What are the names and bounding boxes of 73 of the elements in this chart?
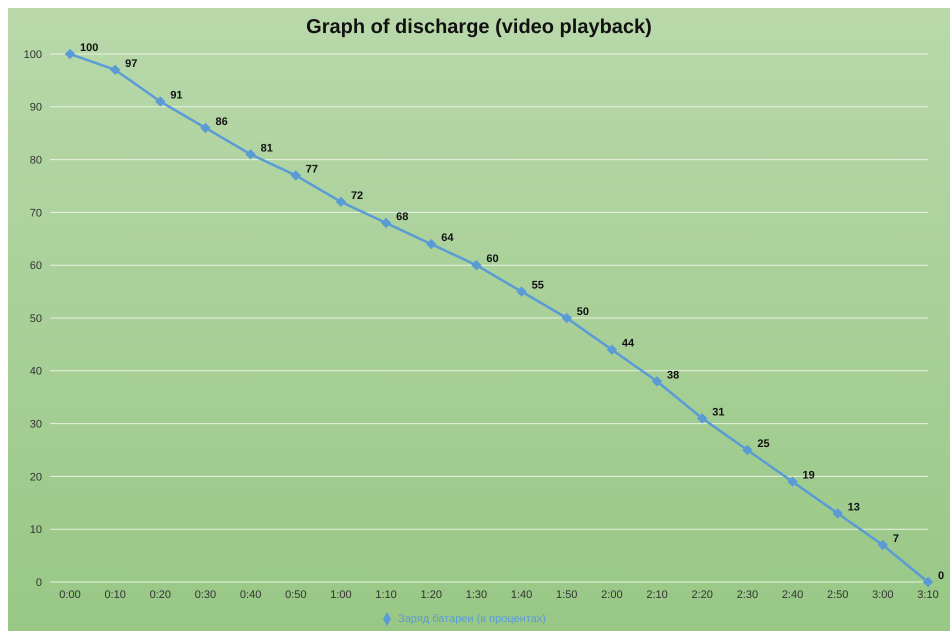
x-tick-label: 3:10	[917, 588, 939, 601]
y-tick-label: 50	[30, 312, 42, 325]
x-tick-label: 1:50	[556, 588, 578, 601]
data-label: 60	[486, 253, 499, 266]
x-tick-label: 1:40	[510, 588, 532, 601]
y-tick-label: 10	[30, 524, 42, 536]
data-label: 31	[712, 406, 724, 418]
x-tick-label: 0:50	[285, 588, 306, 601]
data-label: 13	[848, 501, 860, 514]
point	[697, 413, 708, 424]
point	[65, 49, 75, 59]
x-tick-label: 3:00	[872, 588, 894, 601]
data-label: 25	[757, 438, 770, 450]
x-tick-label: 1:30	[466, 588, 488, 601]
y-tick-label: 0	[36, 576, 42, 589]
x-tick-label: 2:30	[736, 588, 758, 601]
point	[516, 286, 527, 297]
point	[381, 218, 392, 228]
y-tick-label: 30	[30, 418, 42, 431]
data-label: 55	[532, 280, 544, 292]
chart-title: Graph of discharge (video playback)	[305, 15, 653, 40]
x-tick-label: 0:30	[194, 588, 216, 601]
data-label: 44	[622, 338, 636, 350]
data-label: 38	[667, 369, 680, 382]
data-label: 81	[260, 142, 273, 154]
data-label: 64	[441, 232, 454, 244]
x-tick-label: 2:40	[782, 588, 804, 601]
point	[471, 260, 482, 270]
y-tick-label: 100	[24, 48, 42, 61]
x-tick-label: 0:00	[59, 588, 81, 601]
data-label: 68	[396, 210, 408, 223]
x-tick-label: 1:10	[375, 588, 397, 601]
data-label: 77	[306, 163, 318, 176]
point	[200, 122, 210, 133]
point	[155, 96, 166, 107]
data-label: 86	[215, 116, 228, 128]
point	[562, 313, 572, 323]
data-label: 100	[80, 42, 98, 54]
data-label: 91	[170, 90, 183, 102]
point	[110, 64, 120, 75]
data-label: 50	[576, 306, 589, 318]
point	[788, 476, 798, 487]
x-tick-label: 1:20	[420, 588, 442, 601]
point	[878, 540, 888, 550]
y-tick-label: 70	[30, 207, 42, 220]
point	[832, 508, 843, 518]
x-tick-label: 0:10	[104, 588, 126, 601]
data-label: 7	[892, 533, 899, 546]
y-tick-label: 60	[30, 260, 42, 272]
point	[652, 376, 662, 386]
point	[606, 344, 617, 355]
x-tick-label: 2:20	[692, 588, 713, 601]
x-tick-label: 0:40	[240, 588, 262, 601]
data-label: 97	[125, 58, 138, 70]
x-tick-label: 1:00	[330, 588, 352, 601]
x-tick-label: 2:00	[601, 588, 623, 601]
point	[426, 239, 436, 250]
y-tick-label: 80	[30, 154, 42, 167]
y-tick-label: 40	[30, 366, 42, 378]
y-tick-label: 20	[30, 471, 42, 484]
point	[923, 577, 933, 587]
y-tick-label: 90	[30, 102, 42, 114]
point	[246, 149, 256, 160]
x-tick-label: 2:10	[646, 588, 668, 601]
legend-label: Заряд батареи (в процентах)	[398, 612, 546, 625]
point	[336, 196, 346, 207]
point	[742, 445, 752, 455]
data-label: 72	[350, 190, 364, 202]
point	[290, 170, 301, 180]
x-tick-label: 0:20	[150, 588, 172, 601]
data-label: 0	[938, 570, 944, 582]
data-label: 19	[802, 470, 815, 482]
x-tick-label: 2:50	[826, 588, 848, 601]
